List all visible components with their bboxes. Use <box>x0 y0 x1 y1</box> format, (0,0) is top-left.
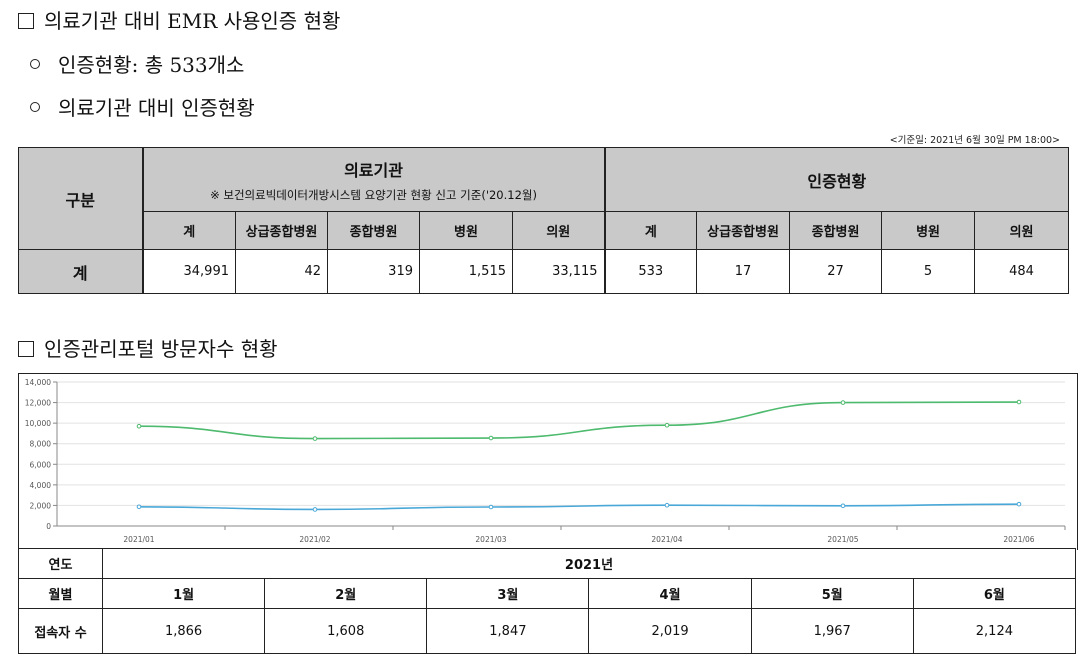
bullet-cert-status: 인증현황: 총 533개소 <box>30 49 244 78</box>
data-point <box>136 504 142 510</box>
table-cell: 34,991 <box>141 249 236 294</box>
table-cell: 319 <box>327 249 420 294</box>
x-tick-label: 2021/02 <box>299 535 330 544</box>
month-cell: 1월 <box>101 578 266 609</box>
subheader: 병원 <box>419 211 513 250</box>
table-cell: 33,115 <box>511 249 606 294</box>
hospital-header-label: 의료기관 <box>344 160 403 180</box>
group-header: 구분 <box>18 147 143 250</box>
subheader: 상급종합병원 <box>235 211 328 250</box>
visitors-cell: 2,019 <box>588 608 752 654</box>
table-cell: 484 <box>974 249 1070 294</box>
subheader: 계 <box>603 211 698 250</box>
visitors-chart-svg: 14,000 12,000 10,000 8,000 6,000 4,000 2,000 0 2… <box>25 378 1066 544</box>
row-label: 계 <box>18 249 143 294</box>
section1-title: 의료기관 대비 EMR 사용인증 현황 <box>44 9 341 33</box>
emr-cert-table: 구분 의료기관 ※ 보건의료빅데이터개방시스템 요양기관 현황 신고 기준('2… <box>18 147 1070 294</box>
month-cell: 6월 <box>912 578 1077 609</box>
x-tick-label: 2021/03 <box>475 535 506 544</box>
data-point <box>312 507 318 512</box>
x-tick-label: 2021/01 <box>123 535 154 544</box>
circle-bullet-icon <box>30 102 40 112</box>
year-value: 2021년 <box>102 548 1076 579</box>
subheader: 종합병원 <box>789 211 883 250</box>
y-tick-label: 0 <box>46 522 51 531</box>
series-line <box>138 401 1020 440</box>
visitors-label: 접속자 수 <box>18 608 103 654</box>
checkbox-square-icon <box>18 13 34 29</box>
year-label: 연도 <box>18 548 103 579</box>
visitors-table: 연도 2021년 월별 1월 2월 3월 4월 5월 6월 접속자 수 1,86… <box>18 548 1077 654</box>
visitors-cell: 2,124 <box>912 608 1077 654</box>
table-cell: 42 <box>235 249 328 294</box>
data-point <box>136 423 142 429</box>
visitors-chart: 14,000 12,000 10,000 8,000 6,000 4,000 2,000 0 2… <box>18 373 1078 550</box>
bullet1-text: 인증현황: 총 533개소 <box>58 53 245 77</box>
section2-title: 인증관리포털 방문자수 현황 <box>44 337 278 361</box>
data-point <box>664 502 670 508</box>
y-tick-label: 4,000 <box>30 481 52 490</box>
data-point <box>488 504 494 510</box>
visitors-cell: 1,847 <box>426 608 590 654</box>
x-tick-label: 2021/04 <box>651 535 682 544</box>
y-tick-label: 8,000 <box>30 440 52 449</box>
hospital-header: 의료기관 ※ 보건의료빅데이터개방시스템 요양기관 현황 신고 기준('20.1… <box>141 147 606 212</box>
bullet-cert-vs-hospital: 의료기관 대비 인증현황 <box>30 92 255 121</box>
table-cell: 5 <box>881 249 976 294</box>
y-tick-label: 6,000 <box>30 460 52 469</box>
series-line <box>138 503 1020 511</box>
section1-heading: 의료기관 대비 EMR 사용인증 현황 <box>18 5 340 34</box>
month-cell: 4월 <box>588 578 752 609</box>
subheader: 병원 <box>881 211 976 250</box>
data-point <box>312 436 318 441</box>
month-cell: 3월 <box>426 578 590 609</box>
y-tick-label: 14,000 <box>25 378 51 387</box>
data-point <box>840 400 846 405</box>
data-point <box>1016 399 1022 405</box>
section2-heading: 인증관리포털 방문자수 현황 <box>18 333 278 362</box>
y-tick-label: 2,000 <box>30 501 52 510</box>
table-cell: 27 <box>789 249 883 294</box>
month-label: 월별 <box>18 578 103 609</box>
bullet2-text: 의료기관 대비 인증현황 <box>58 96 255 120</box>
subheader: 계 <box>141 211 236 250</box>
data-point <box>488 435 494 441</box>
y-tick-label: 12,000 <box>25 399 51 408</box>
hospital-note: ※ 보건의료빅데이터개방시스템 요양기관 현황 신고 기준('20.12월) <box>210 187 537 202</box>
subheader: 의원 <box>974 211 1070 250</box>
subheader: 의원 <box>511 211 606 250</box>
month-cell: 5월 <box>750 578 914 609</box>
table-cell: 1,515 <box>419 249 513 294</box>
data-point <box>664 422 670 428</box>
circle-bullet-icon <box>30 59 40 69</box>
subheader: 종합병원 <box>327 211 420 250</box>
x-tick-label: 2021/06 <box>1003 535 1034 544</box>
visitors-cell: 1,866 <box>101 608 266 654</box>
data-point <box>1016 501 1022 507</box>
visitors-cell: 1,967 <box>750 608 914 654</box>
month-cell: 2월 <box>264 578 428 609</box>
x-tick-label: 2021/05 <box>827 535 858 544</box>
table-cell: 17 <box>696 249 791 294</box>
subheader: 상급종합병원 <box>696 211 791 250</box>
cert-header: 인증현황 <box>603 147 1070 212</box>
y-tick-label: 10,000 <box>25 419 51 428</box>
data-point <box>840 503 846 509</box>
visitors-cell: 1,608 <box>264 608 428 654</box>
basis-date: <기준일: 2021년 6월 30일 PM 18:00> <box>889 135 1060 146</box>
checkbox-square-icon <box>18 341 34 357</box>
table-cell: 533 <box>603 249 698 294</box>
